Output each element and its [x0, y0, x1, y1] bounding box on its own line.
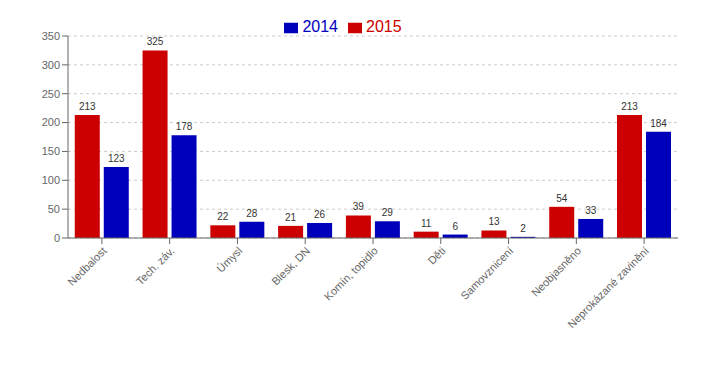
svg-text:6: 6 — [452, 221, 458, 232]
svg-text:178: 178 — [176, 121, 193, 132]
svg-text:213: 213 — [79, 101, 96, 112]
svg-text:250: 250 — [42, 88, 60, 100]
svg-text:21: 21 — [285, 212, 297, 223]
svg-text:300: 300 — [42, 59, 60, 71]
svg-text:325: 325 — [147, 36, 164, 47]
svg-text:39: 39 — [353, 201, 365, 212]
html-text:2015: 2015 — [366, 18, 402, 35]
svg-text:29: 29 — [382, 207, 394, 218]
svg-text:184: 184 — [650, 118, 667, 129]
svg-text:0: 0 — [54, 232, 60, 244]
svg-text:Neprokázané zavinění: Neprokázané zavinění — [565, 244, 651, 330]
svg-text:Neobjasněno: Neobjasněno — [529, 244, 583, 298]
svg-text:Úmysl: Úmysl — [214, 244, 244, 274]
svg-text:26: 26 — [314, 209, 326, 220]
html-text:2014: 2014 — [302, 18, 338, 35]
svg-text:Samovznicení: Samovznicení — [458, 244, 515, 301]
svg-text:100: 100 — [42, 174, 60, 186]
svg-text:Tech. záv.: Tech. záv. — [134, 244, 177, 287]
svg-text:350: 350 — [42, 30, 60, 42]
svg-text:28: 28 — [246, 208, 258, 219]
svg-text:22: 22 — [217, 211, 229, 222]
svg-text:Děti: Děti — [425, 244, 447, 266]
svg-text:200: 200 — [42, 116, 60, 128]
svg-text:150: 150 — [42, 145, 60, 157]
svg-text:13: 13 — [488, 216, 500, 227]
svg-text:2: 2 — [520, 223, 526, 234]
svg-text:50: 50 — [48, 203, 60, 215]
svg-text:123: 123 — [108, 153, 125, 164]
svg-text:Komín, topidlo: Komín, topidlo — [322, 244, 380, 302]
svg-text:54: 54 — [556, 193, 568, 204]
svg-text:Nedbalost: Nedbalost — [65, 244, 109, 288]
svg-text:33: 33 — [585, 205, 597, 216]
svg-text:213: 213 — [621, 101, 638, 112]
svg-text:11: 11 — [421, 218, 432, 229]
svg-text:Blesk, DN: Blesk, DN — [269, 244, 312, 287]
